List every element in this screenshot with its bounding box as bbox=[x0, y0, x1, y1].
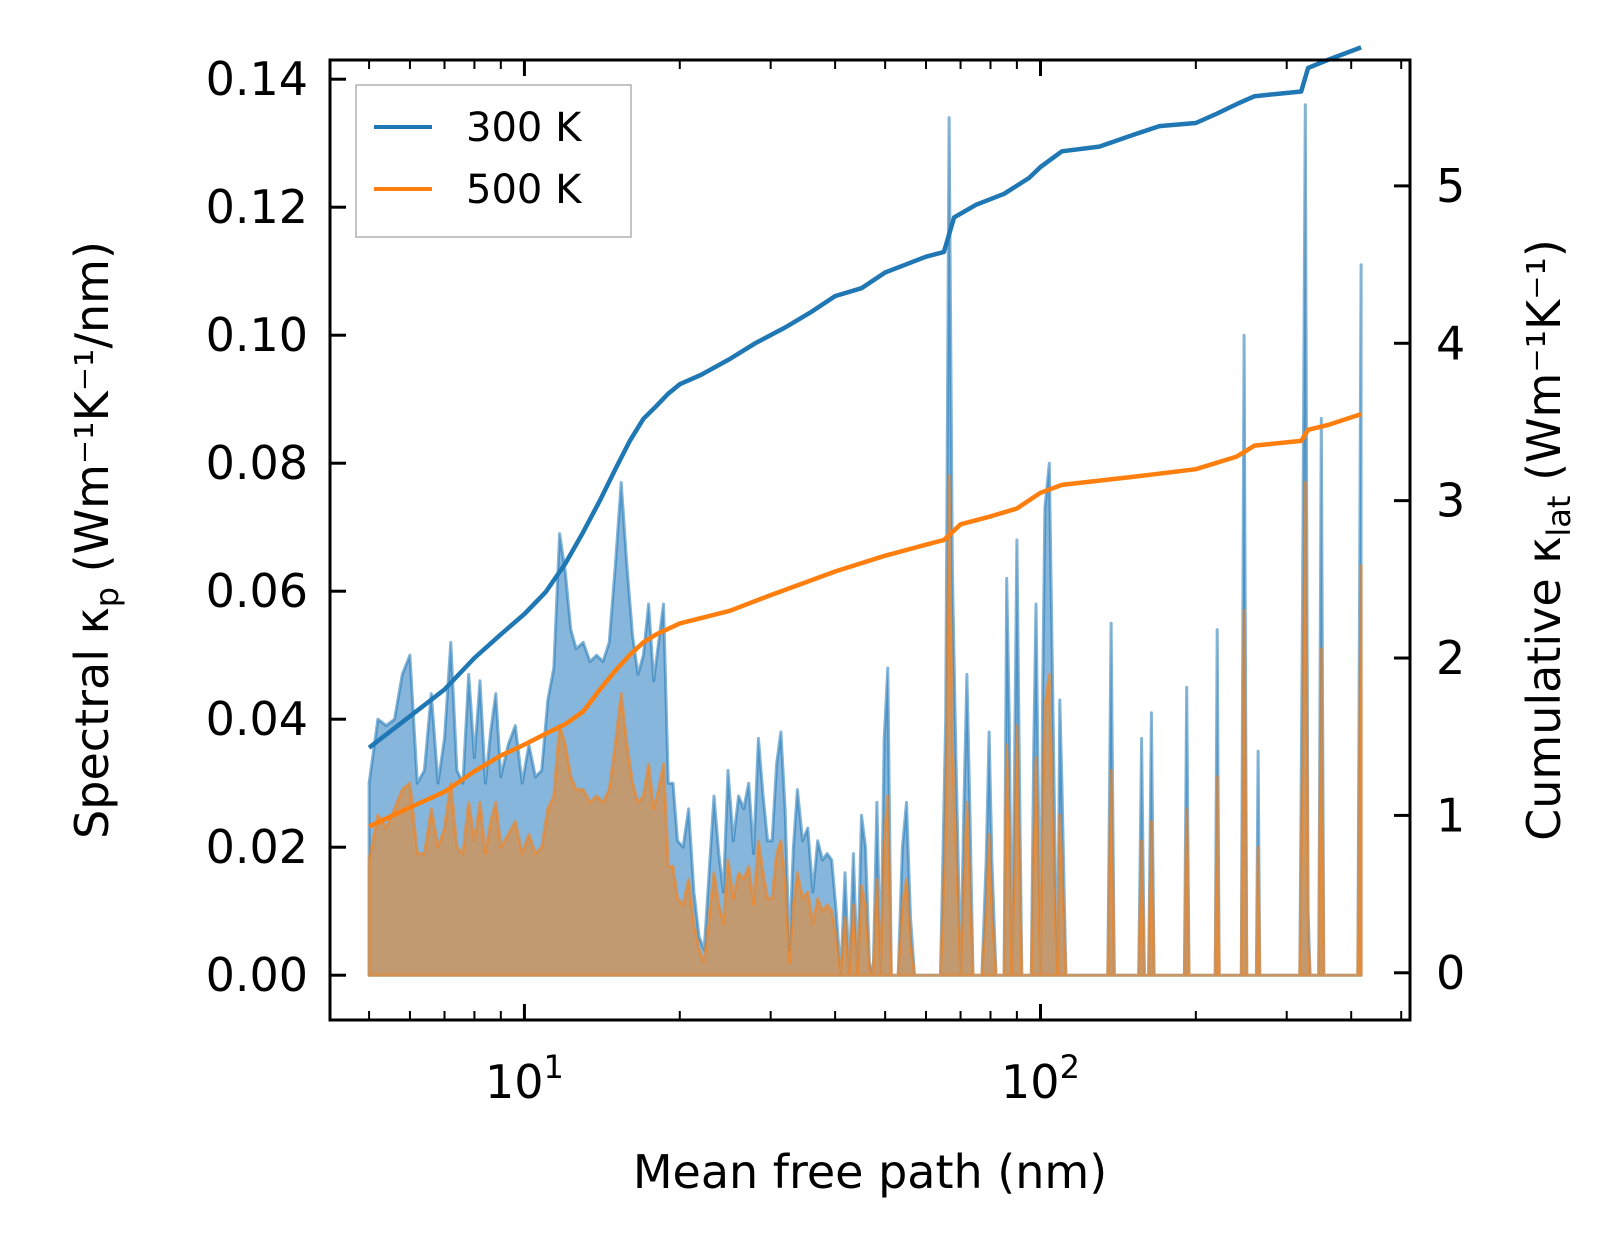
x-tick-label: 102 bbox=[1001, 1048, 1080, 1109]
y-left-title-sub: p bbox=[88, 587, 126, 607]
plot-frame bbox=[328, 58, 1412, 1022]
x-axis-title: Mean free path (nm) bbox=[633, 1145, 1107, 1199]
y-axis-left-title: Spectral κp (Wm⁻¹K⁻¹/nm) bbox=[65, 241, 126, 839]
cumulative-line-500k bbox=[368, 411, 1362, 829]
y-left-title-units: (Wm⁻¹K⁻¹/nm) bbox=[65, 241, 119, 587]
x-tick-base: 10 bbox=[1001, 1055, 1060, 1109]
y-axis-right-title: Cumulative κlat (Wm⁻¹K⁻¹) bbox=[1517, 239, 1578, 841]
y-left-tick-label: 0.08 bbox=[206, 436, 308, 490]
y-right-tick-label: 2 bbox=[1436, 631, 1465, 685]
y-left-title-main: Spectral κ bbox=[65, 607, 119, 839]
y-right-tick-label: 4 bbox=[1436, 316, 1465, 370]
x-tick-exponent: 1 bbox=[544, 1048, 564, 1086]
y-right-title-sub: lat bbox=[1540, 496, 1578, 537]
spectral-fills bbox=[367, 103, 1363, 977]
x-tick-label: 101 bbox=[485, 1048, 564, 1109]
series-lines bbox=[367, 45, 1362, 829]
y-right-title-units: (Wm⁻¹K⁻¹) bbox=[1517, 239, 1571, 495]
legend-label-300k: 300 K bbox=[466, 105, 583, 151]
y-left-tick-label: 0.14 bbox=[206, 52, 308, 106]
legend: 300 K 500 K bbox=[355, 84, 632, 238]
x-tick-exponent: 2 bbox=[1060, 1048, 1080, 1086]
legend-label-500k: 500 K bbox=[466, 167, 583, 213]
x-tick-base: 10 bbox=[485, 1055, 544, 1109]
y-left-tick-label: 0.04 bbox=[206, 692, 308, 746]
y-right-title-main: Cumulative κ bbox=[1517, 537, 1571, 841]
y-left-tick-label: 0.00 bbox=[206, 948, 308, 1002]
y-left-tick-label: 0.02 bbox=[206, 820, 308, 874]
spectral-area-500k bbox=[367, 474, 1363, 977]
y-right-tick-label: 1 bbox=[1436, 788, 1465, 842]
y-right-tick-label: 5 bbox=[1436, 159, 1465, 213]
cumulative-line-300k bbox=[367, 45, 1362, 750]
y-right-tick-label: 3 bbox=[1436, 474, 1465, 528]
y-left-tick-label: 0.06 bbox=[206, 564, 308, 618]
y-left-tick-label: 0.10 bbox=[206, 308, 308, 362]
y-right-tick-label: 0 bbox=[1436, 946, 1465, 1000]
y-left-tick-label: 0.12 bbox=[206, 180, 308, 234]
legend-frame bbox=[355, 84, 632, 238]
